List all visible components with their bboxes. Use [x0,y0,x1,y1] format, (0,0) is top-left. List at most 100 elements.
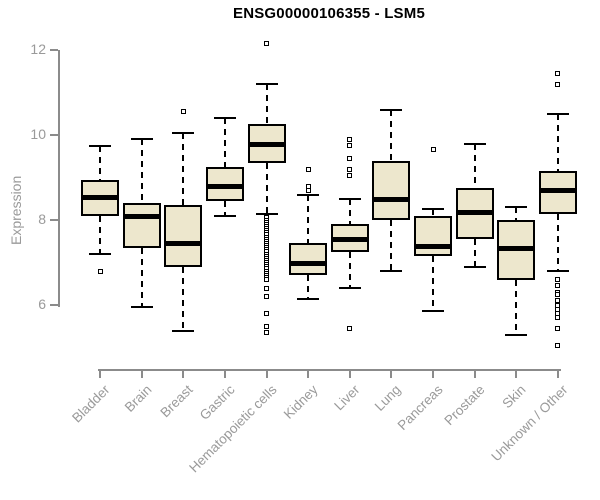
x-axis-tick [390,371,393,378]
lower-whisker-line [515,279,518,335]
upper-whisker-cap [505,206,528,209]
outlier-point [430,147,436,153]
lower-whisker-cap [422,310,445,313]
outlier-point [555,325,561,331]
median-line [205,184,244,189]
outlier-point [97,268,103,274]
outlier-point [347,155,353,161]
upper-whisker-line [348,198,351,225]
upper-whisker-line [223,118,226,167]
upper-whisker-cap [297,193,320,196]
upper-whisker-line [265,84,268,125]
lower-whisker-cap [338,287,361,289]
box-rect [372,160,411,220]
outlier-point [555,291,561,297]
x-axis-tick [140,371,143,378]
y-axis-tick [50,304,58,306]
outlier-point [264,311,270,316]
upper-whisker-line [515,207,518,220]
outlier-point [555,277,561,282]
upper-whisker-cap [422,208,445,211]
outlier-point [264,330,270,336]
lower-whisker-cap [89,253,111,255]
y-axis-tick [50,134,58,136]
outlier-point [347,172,353,178]
x-axis-tick [99,371,101,378]
lower-whisker-line [473,239,476,267]
outlier-point [264,285,270,291]
lower-whisker-line [223,200,226,216]
lower-whisker-line [140,247,143,308]
x-axis-tick [182,371,185,378]
lower-whisker-line [556,213,559,271]
outlier-point [180,109,186,115]
box-rect [205,166,244,201]
chart-title: ENSG00000106355 - LSM5 [232,5,425,22]
outlier-point [555,315,561,321]
upper-whisker-cap [130,138,153,141]
upper-whisker-line [432,209,435,216]
lower-whisker-line [265,162,268,214]
median-line [164,241,203,247]
upper-whisker-cap [338,197,361,200]
lower-whisker-cap [505,333,528,336]
upper-whisker-line [140,139,143,203]
y-tick-label: 8 [38,211,46,227]
lower-whisker-cap [130,306,153,309]
upper-whisker-cap [380,108,403,111]
outlier-point [264,294,270,299]
y-axis-tick [50,49,58,51]
upper-whisker-cap [463,142,486,145]
outlier-point [264,277,270,282]
x-axis-tick [556,371,559,378]
x-axis-line [98,369,561,371]
lower-whisker-line [307,275,310,299]
median-line [289,260,328,266]
box-rect [414,215,453,257]
outlier-point [555,70,561,76]
outlier-point [305,187,311,193]
outlier-point [555,342,561,348]
x-axis-tick [265,371,268,378]
median-line [81,194,119,200]
box-rect [122,203,161,248]
y-tick-label: 6 [38,296,46,312]
upper-whisker-cap [213,117,236,119]
y-axis-tick [50,219,58,221]
outlier-point [264,323,270,329]
median-line [497,245,536,251]
x-axis-tick [473,371,476,378]
y-axis-line [58,50,60,307]
upper-whisker-line [182,132,185,206]
lower-whisker-cap [297,297,320,300]
lower-whisker-line [99,215,101,254]
outlier-point [347,136,353,142]
median-line [455,209,494,215]
median-line [538,188,577,194]
median-line [122,213,161,219]
upper-whisker-line [307,194,310,244]
outlier-point [347,166,353,172]
lower-whisker-cap [380,270,403,272]
upper-whisker-cap [89,144,111,147]
outlier-point [264,41,270,47]
upper-whisker-line [556,113,559,172]
lower-whisker-line [390,220,393,271]
median-line [330,237,369,243]
lower-whisker-cap [463,265,486,268]
lower-whisker-line [432,256,435,312]
lower-whisker-cap [255,212,278,215]
x-axis-tick [223,371,226,378]
lower-whisker-cap [546,270,569,272]
x-axis-tick [348,371,351,378]
x-axis-tick [307,371,310,378]
upper-whisker-cap [546,112,569,115]
upper-whisker-cap [172,131,195,134]
lower-whisker-line [182,266,185,331]
lower-whisker-cap [172,329,195,332]
median-line [414,243,453,249]
upper-whisker-line [99,145,101,180]
y-tick-label: 10 [30,126,46,142]
